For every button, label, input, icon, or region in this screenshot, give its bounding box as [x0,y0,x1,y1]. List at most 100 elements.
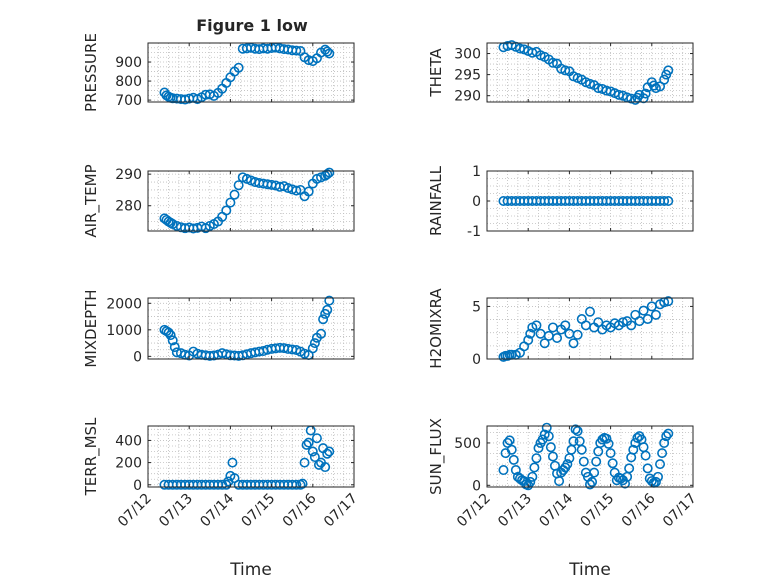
y-tick-label: 0 [133,349,142,365]
data-point [576,444,587,455]
x-tick-label: 07/16 [619,490,659,530]
data-point [659,196,670,207]
data-point [638,305,649,316]
data-point [640,88,651,99]
data-point [311,433,322,444]
subplot-3: 280 290 AIR_TEMP [82,164,355,238]
data-point [605,448,616,459]
data-point [560,320,571,331]
data-point [322,46,333,57]
data-point [607,458,618,469]
data-point [547,451,558,462]
data-point [584,78,595,89]
data-point [504,435,515,446]
subplot-5: 0 1000 2000 MIXDEPTH [82,289,355,368]
data-point [229,189,240,200]
data-point [531,320,542,331]
y-tick-label: 500 [454,436,481,452]
data-point [297,478,308,489]
data-point [301,439,312,450]
subplot-1: 700 800 900 PRESSURE [82,33,355,112]
x-tick-label: 07/17 [660,491,700,531]
data-point [655,459,666,470]
axes-frame [486,425,694,488]
data-point [657,448,668,459]
x-axis-label: Time [568,560,611,580]
data-point [578,456,589,467]
data-point [533,443,544,454]
y-axis-label: RAINFALL [427,165,445,236]
y-axis-label: THETA [427,48,445,98]
data-point [510,465,521,476]
x-tick-label: 07/12 [115,491,155,531]
data-point [318,314,329,325]
data-point [568,338,579,349]
subplot-grid: 700 800 900 PRESSURE 290 295 300 THETA 280 290 AIR… [82,33,700,580]
y-axis-label: SUN_FLUX [427,418,446,495]
data-point [650,309,661,320]
data-point [617,317,628,328]
y-tick-label: 1 [472,164,481,180]
axes-frame [486,297,694,360]
y-tick-label: 800 [115,74,142,90]
data-point [227,457,238,468]
data-point [324,446,335,457]
data-point [626,320,637,331]
data-series [159,167,335,234]
data-point [307,343,318,354]
data-point [291,479,302,490]
data-series [159,295,335,361]
data-point [628,444,639,455]
data-point [584,479,595,490]
data-point [506,444,517,455]
subplot-7: 0 200 400 07/12 07/13 07/14 07/15 07/16 07/17 TER… [82,417,361,580]
data-point [291,45,302,56]
y-axis-label: MIXDEPTH [82,289,100,367]
data-point [324,167,335,178]
axes-frame [147,170,355,232]
data-point [233,62,244,73]
data-point [661,431,672,442]
data-series [159,425,335,490]
y-axis-label: H2OMIXRA [427,288,445,369]
y-axis-label: PRESSURE [82,33,100,112]
data-point [552,332,563,343]
data-point [539,338,550,349]
data-point [525,328,536,339]
y-tick-label: 0 [472,478,481,494]
data-point [663,296,674,307]
data-point [603,438,614,449]
x-tick-label: 07/14 [536,490,576,530]
y-tick-label: 2000 [106,296,142,312]
y-tick-label: 280 [115,199,142,215]
data-series [159,42,335,105]
y-tick-label: 295 [454,68,481,84]
y-tick-label: 300 [454,47,481,63]
x-tick-label: 07/13 [495,491,535,531]
data-point [601,433,612,444]
data-point [309,338,320,349]
data-point [648,80,659,91]
x-tick-label: 07/14 [197,490,237,530]
data-point [626,93,637,104]
y-tick-label: 900 [115,55,142,71]
data-point [589,467,600,478]
y-axis-label: TERR_MSL [82,417,101,496]
data-point [545,442,556,453]
data-point [650,476,661,487]
y-tick-label: 5 [472,299,481,315]
data-point [570,424,581,435]
data-point [663,65,674,76]
data-point [560,65,571,76]
data-point [163,327,174,338]
data-series [498,422,674,491]
x-tick-label: 07/12 [454,491,494,531]
data-point [291,185,302,196]
data-point [316,328,327,339]
data-point [525,476,536,487]
data-point [309,452,320,463]
x-tick-label: 07/17 [321,491,361,531]
data-point [299,348,310,359]
figure-title: Figure 1 low [196,16,308,35]
